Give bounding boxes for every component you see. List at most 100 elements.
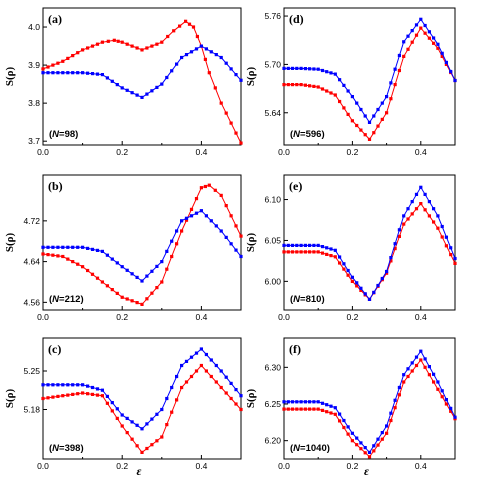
data-point-red (105, 401, 109, 405)
data-point-blue (56, 245, 60, 249)
data-point-blue (406, 367, 410, 371)
data-point-blue (184, 216, 189, 220)
data-point-blue (427, 365, 431, 369)
data-point-blue (376, 107, 380, 112)
data-point-red (410, 40, 414, 44)
data-point-blue (189, 50, 194, 54)
panel-3: 0.0 0.2 0.4 6.00 6.05 6.10 S(ρ) (e) (N=810) (245, 174, 457, 322)
n-label-var: N (293, 129, 301, 140)
data-point-red (95, 393, 100, 397)
plot-frame (42, 337, 242, 460)
data-point-blue (295, 66, 299, 70)
data-point-red (224, 204, 228, 208)
n-label-open: ( (49, 129, 53, 140)
data-point-red (41, 67, 45, 71)
data-point-red (214, 380, 218, 384)
n-label-var: N (52, 294, 60, 305)
data-point-red (112, 38, 116, 42)
data-point-blue (359, 286, 363, 290)
y-tick-label: 3.8 (28, 98, 40, 108)
data-point-blue (199, 209, 203, 213)
data-point-blue (338, 255, 342, 259)
data-point-red (86, 268, 90, 273)
data-point-blue (342, 262, 346, 266)
data-point-red (423, 31, 427, 35)
data-point-red (56, 61, 60, 65)
data-point-red (135, 301, 139, 305)
data-point-red (427, 36, 431, 40)
data-point-blue (170, 69, 174, 73)
data-point-red (100, 280, 104, 284)
data-point-blue (120, 413, 124, 417)
data-point-blue (140, 95, 144, 99)
data-point-blue (165, 396, 169, 401)
data-point-blue (423, 192, 427, 196)
data-point-red (90, 272, 95, 276)
data-point-red (419, 202, 423, 206)
data-point-red (423, 208, 427, 212)
data-point-red (295, 407, 299, 411)
data-point-blue (389, 411, 393, 415)
x-tick-label: 0.2 (116, 312, 128, 322)
data-point-red (199, 363, 203, 368)
data-point-red (355, 443, 359, 447)
panel-tag: (f) (289, 342, 301, 356)
data-point-blue (239, 78, 243, 82)
data-point-blue (423, 357, 427, 361)
n-label-value: =212) (59, 294, 84, 305)
data-point-red (432, 380, 436, 384)
data-point-blue (214, 363, 218, 368)
data-point-blue (130, 272, 134, 276)
data-point-red (160, 280, 164, 284)
data-point-red (389, 259, 393, 263)
data-point-red (316, 407, 320, 411)
data-point-red (444, 244, 448, 248)
data-point-blue (282, 243, 286, 247)
data-point-blue (406, 207, 410, 211)
data-point-blue (61, 71, 65, 75)
data-point-red (453, 261, 457, 265)
y-tick-label: 6.10 (264, 195, 281, 205)
data-point-red (155, 42, 159, 46)
y-axis-label: S(ρ) (4, 389, 16, 409)
data-point-red (444, 402, 448, 406)
data-point-red (342, 267, 346, 271)
data-point-red (170, 254, 174, 259)
data-point-red (312, 84, 316, 88)
data-point-blue (41, 245, 45, 249)
data-point-blue (229, 242, 233, 246)
data-point-red (51, 63, 55, 67)
data-point-red (184, 218, 189, 222)
data-point-blue (214, 224, 218, 228)
data-point-red (325, 410, 329, 414)
data-point-red (110, 409, 114, 413)
data-point-blue (81, 71, 85, 75)
y-tick-label: 6.05 (264, 235, 281, 245)
data-point-blue (125, 88, 129, 92)
data-point-red (184, 380, 189, 384)
plot-frame (283, 174, 456, 311)
data-point-blue (312, 67, 316, 71)
data-point-blue (355, 436, 359, 440)
data-point-blue (194, 47, 199, 51)
data-point-red (178, 24, 182, 28)
y-tick-label: 3.9 (28, 60, 40, 70)
data-point-red (299, 83, 303, 87)
data-point-blue (105, 76, 109, 80)
data-point-red (376, 124, 380, 128)
data-point-blue (286, 243, 290, 247)
data-point-red (436, 387, 440, 391)
data-point-blue (204, 214, 208, 218)
data-point-red (140, 302, 144, 306)
data-point-red (329, 411, 333, 415)
data-point-blue (436, 42, 440, 46)
data-point-red (145, 46, 149, 50)
data-point-red (308, 84, 312, 88)
data-point-red (115, 416, 119, 420)
data-point-blue (367, 297, 372, 301)
data-point-blue (342, 83, 346, 87)
data-point-blue (234, 73, 238, 77)
data-point-red (303, 250, 307, 254)
x-tick-label: 0.4 (195, 147, 207, 157)
data-point-blue (359, 107, 363, 112)
